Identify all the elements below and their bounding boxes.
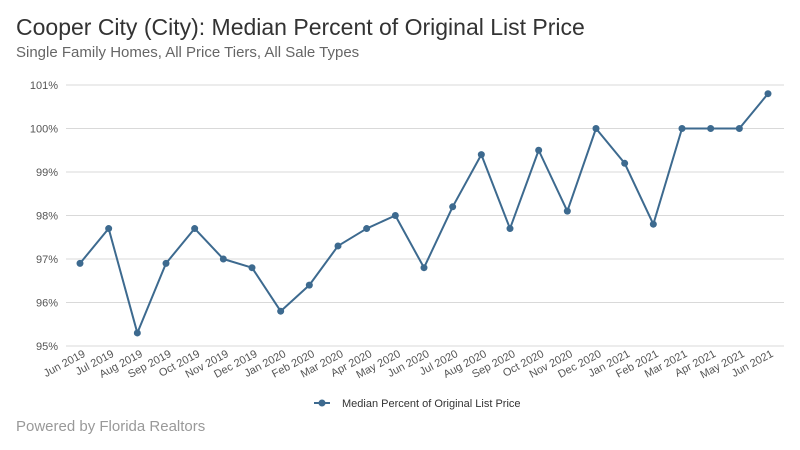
data-point[interactable] [707,125,715,132]
chart-subtitle: Single Family Homes, All Price Tiers, Al… [16,44,360,61]
data-point[interactable] [76,259,84,267]
data-point[interactable] [764,90,772,98]
y-tick-label: 95% [36,341,58,353]
data-point[interactable] [449,203,457,211]
legend[interactable]: Median Percent of Original List Price [314,398,521,410]
data-point[interactable] [621,159,629,167]
powered-by-footer: Powered by Florida Realtors [16,418,206,435]
data-point[interactable] [506,225,514,233]
data-point[interactable] [391,212,399,219]
data-point[interactable] [477,151,485,159]
series-median-percent [76,90,772,337]
legend-label[interactable]: Median Percent of Original List Price [342,398,521,410]
data-point[interactable] [649,220,657,228]
data-point[interactable] [592,125,600,132]
y-tick-label: 96% [36,298,58,310]
data-point[interactable] [334,242,342,250]
data-point[interactable] [535,146,543,154]
data-point[interactable] [563,207,571,215]
data-point[interactable] [133,329,141,337]
data-point[interactable] [420,264,428,272]
data-point[interactable] [678,125,686,132]
data-point[interactable] [162,259,170,267]
data-point[interactable] [277,307,285,315]
data-point[interactable] [363,225,371,233]
y-tick-label: 101% [30,80,58,92]
chart-title: Cooper City (City): Median Percent of Or… [16,14,585,40]
data-point[interactable] [248,264,256,272]
legend-marker [318,399,326,407]
y-tick-label: 99% [36,167,58,179]
data-point[interactable] [191,225,199,233]
series-line [79,93,769,334]
grid-lines [66,84,784,347]
y-axis-tick-labels: 95% 96% 97% 98% 99% 100% 101% [30,80,58,353]
y-tick-label: 100% [30,124,58,136]
data-point[interactable] [105,225,113,233]
data-point[interactable] [305,281,313,289]
data-point[interactable] [735,125,743,132]
y-tick-label: 98% [36,211,58,223]
y-tick-label: 97% [36,254,58,266]
data-point[interactable] [219,255,227,263]
